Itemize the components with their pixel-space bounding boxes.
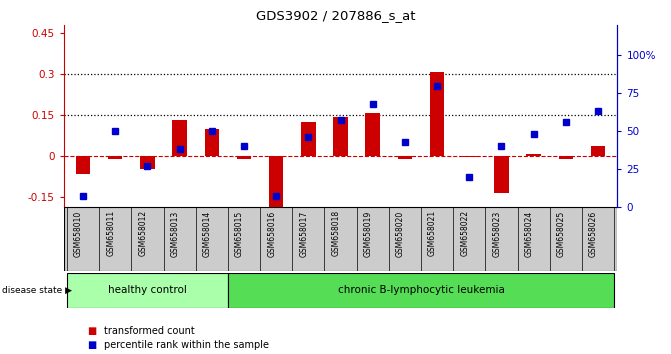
Bar <box>526 154 541 156</box>
Text: GSM658021: GSM658021 <box>428 210 437 256</box>
Bar <box>398 156 412 159</box>
Text: transformed count: transformed count <box>104 326 195 336</box>
Bar <box>108 156 123 159</box>
Text: GSM658019: GSM658019 <box>364 210 372 257</box>
Bar <box>140 156 155 169</box>
Bar <box>333 116 348 156</box>
Text: GSM658022: GSM658022 <box>460 210 469 256</box>
Bar <box>558 156 573 159</box>
Text: GSM658017: GSM658017 <box>299 210 309 257</box>
Bar <box>269 156 283 210</box>
Text: GSM658010: GSM658010 <box>74 210 83 257</box>
Text: GSM658012: GSM658012 <box>138 210 148 256</box>
Text: chronic B-lymphocytic leukemia: chronic B-lymphocytic leukemia <box>338 285 505 295</box>
Text: GSM658023: GSM658023 <box>493 210 501 257</box>
Bar <box>228 273 614 308</box>
Text: GSM658026: GSM658026 <box>589 210 598 257</box>
Text: GSM658020: GSM658020 <box>396 210 405 257</box>
Text: GSM658013: GSM658013 <box>170 210 180 257</box>
Text: percentile rank within the sample: percentile rank within the sample <box>104 340 269 350</box>
Bar <box>462 156 476 158</box>
Text: GSM658011: GSM658011 <box>106 210 115 256</box>
Text: GSM658016: GSM658016 <box>267 210 276 257</box>
Text: disease state ▶: disease state ▶ <box>2 286 72 295</box>
Text: GSM658024: GSM658024 <box>525 210 533 257</box>
Bar <box>590 146 605 156</box>
Bar <box>495 156 509 193</box>
Text: ■: ■ <box>87 340 97 350</box>
Text: healthy control: healthy control <box>108 285 187 295</box>
Bar <box>76 156 91 174</box>
Text: GSM658014: GSM658014 <box>203 210 212 257</box>
Bar <box>237 156 251 159</box>
Text: GSM658018: GSM658018 <box>331 210 341 256</box>
Text: GSM658015: GSM658015 <box>235 210 244 257</box>
Text: GDS3902 / 207886_s_at: GDS3902 / 207886_s_at <box>256 9 415 22</box>
Text: ■: ■ <box>87 326 97 336</box>
Bar <box>172 120 187 156</box>
Bar <box>67 273 228 308</box>
Bar <box>366 113 380 156</box>
Bar <box>301 122 315 156</box>
Text: GSM658025: GSM658025 <box>557 210 566 257</box>
Bar <box>205 129 219 156</box>
Bar <box>430 72 444 156</box>
